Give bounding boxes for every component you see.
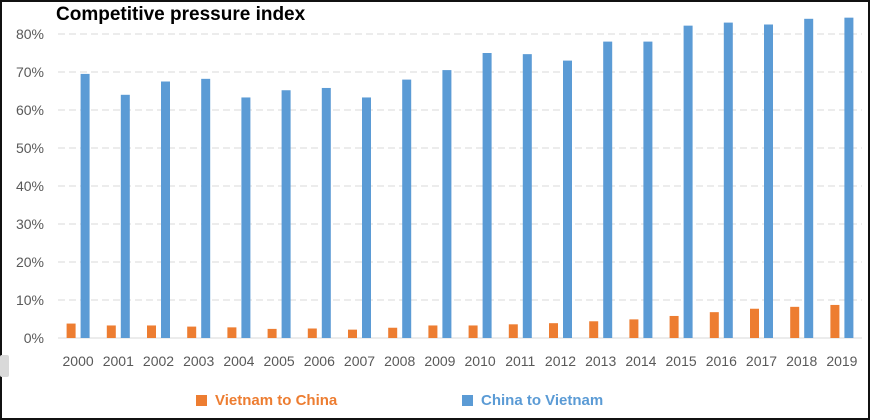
bar-vietnam-to-china-2002 bbox=[147, 325, 156, 338]
bar-china-to-vietnam-2006 bbox=[321, 87, 331, 339]
x-tick-label: 2016 bbox=[706, 353, 737, 369]
bar-vietnam-to-china-2018 bbox=[790, 306, 800, 338]
legend-item-vietnam-to-china: Vietnam to China bbox=[196, 392, 337, 409]
bar-vietnam-to-china-2014 bbox=[629, 319, 639, 338]
x-tick-label: 2004 bbox=[223, 353, 254, 369]
bar-vietnam-to-china-2007 bbox=[348, 329, 357, 338]
bar-china-to-vietnam-2005 bbox=[281, 90, 291, 339]
bar-china-to-vietnam-2013 bbox=[603, 41, 613, 338]
x-tick-label: 2012 bbox=[545, 353, 576, 369]
bar-china-to-vietnam-2004 bbox=[241, 97, 251, 339]
bar-vietnam-to-china-2009 bbox=[428, 325, 438, 338]
bar-china-to-vietnam-2018 bbox=[804, 18, 814, 339]
scrollbar-handle[interactable] bbox=[0, 355, 9, 377]
bar-china-to-vietnam-2014 bbox=[643, 41, 653, 338]
x-tick-label: 2008 bbox=[384, 353, 415, 369]
x-tick-label: 2010 bbox=[465, 353, 496, 369]
legend-swatch-vietnam-to-china bbox=[196, 395, 207, 406]
bar-china-to-vietnam-2009 bbox=[442, 70, 452, 338]
legend-item-china-to-vietnam: China to Vietnam bbox=[462, 392, 603, 409]
bars bbox=[66, 17, 854, 339]
legend-swatch-china-to-vietnam bbox=[462, 395, 473, 406]
bar-vietnam-to-china-2008 bbox=[388, 327, 398, 338]
x-tick-label: 2007 bbox=[344, 353, 375, 369]
x-tick-label: 2014 bbox=[625, 353, 656, 369]
bar-china-to-vietnam-2012 bbox=[563, 60, 572, 338]
bar-china-to-vietnam-2000 bbox=[80, 73, 90, 339]
x-tick-label: 2019 bbox=[826, 353, 857, 369]
bar-vietnam-to-china-2016 bbox=[709, 312, 719, 338]
bar-vietnam-to-china-2011 bbox=[508, 324, 518, 338]
bar-china-to-vietnam-2010 bbox=[482, 53, 492, 338]
bar-china-to-vietnam-2017 bbox=[764, 24, 773, 338]
x-tick-label: 2013 bbox=[585, 353, 616, 369]
legend-label-vietnam-to-china: Vietnam to China bbox=[215, 392, 338, 409]
bar-vietnam-to-china-2001 bbox=[106, 325, 116, 338]
bar-vietnam-to-china-2000 bbox=[66, 323, 76, 338]
bar-china-to-vietnam-2002 bbox=[161, 81, 170, 338]
x-tick-label: 2006 bbox=[304, 353, 335, 369]
bar-vietnam-to-china-2006 bbox=[307, 328, 317, 338]
bar-china-to-vietnam-2007 bbox=[362, 97, 371, 339]
x-tick-label: 2000 bbox=[63, 353, 94, 369]
bar-china-to-vietnam-2001 bbox=[120, 94, 130, 338]
bar-vietnam-to-china-2010 bbox=[468, 325, 478, 338]
bar-vietnam-to-china-2005 bbox=[267, 328, 277, 338]
y-tick-label: 40% bbox=[16, 178, 44, 194]
x-tick-label: 2005 bbox=[264, 353, 295, 369]
x-tick-label: 2017 bbox=[746, 353, 777, 369]
bar-vietnam-to-china-2004 bbox=[227, 327, 237, 338]
y-tick-label: 60% bbox=[16, 102, 44, 118]
bar-china-to-vietnam-2003 bbox=[201, 78, 211, 338]
x-tick-label: 2001 bbox=[103, 353, 134, 369]
bar-vietnam-to-china-2015 bbox=[669, 315, 679, 338]
chart-title: Competitive pressure index bbox=[56, 4, 306, 25]
x-axis-ticks: 2000 2001 2002 2003 2004 2005 2006 2007 2008 2009… bbox=[63, 353, 858, 369]
bar-vietnam-to-china-2019 bbox=[830, 304, 840, 338]
x-tick-label: 2003 bbox=[183, 353, 214, 369]
x-tick-label: 2018 bbox=[786, 353, 817, 369]
bar-china-to-vietnam-2016 bbox=[723, 22, 733, 338]
bar-chart: 0%10%20%30%40%50%60%70%80% 2000 2001 2002 2… bbox=[16, 17, 862, 369]
x-tick-label: 2002 bbox=[143, 353, 174, 369]
legend: Vietnam to China China to Vietnam bbox=[0, 392, 870, 416]
y-tick-label: 30% bbox=[16, 216, 44, 232]
x-tick-label: 2009 bbox=[424, 353, 455, 369]
bar-vietnam-to-china-2013 bbox=[589, 321, 599, 338]
x-tick-label: 2011 bbox=[505, 353, 535, 369]
bar-china-to-vietnam-2015 bbox=[683, 25, 693, 338]
bar-china-to-vietnam-2008 bbox=[402, 79, 412, 338]
y-tick-label: 70% bbox=[16, 64, 44, 80]
bar-vietnam-to-china-2003 bbox=[187, 326, 197, 338]
y-tick-label: 0% bbox=[24, 330, 44, 346]
bar-china-to-vietnam-2011 bbox=[522, 54, 532, 338]
bar-vietnam-to-china-2017 bbox=[750, 308, 759, 338]
x-tick-label: 2015 bbox=[666, 353, 697, 369]
bar-vietnam-to-china-2012 bbox=[549, 323, 558, 338]
gridlines bbox=[58, 33, 862, 339]
y-axis-ticks: 0% 10% 20% 30% 40% 50% 60% 70% 80% bbox=[16, 26, 44, 346]
y-tick-label: 80% bbox=[16, 26, 44, 42]
y-tick-label: 10% bbox=[16, 292, 44, 308]
y-tick-label: 20% bbox=[16, 254, 44, 270]
bar-china-to-vietnam-2019 bbox=[844, 17, 854, 338]
legend-label-china-to-vietnam: China to Vietnam bbox=[481, 392, 604, 409]
y-tick-label: 50% bbox=[16, 140, 44, 156]
